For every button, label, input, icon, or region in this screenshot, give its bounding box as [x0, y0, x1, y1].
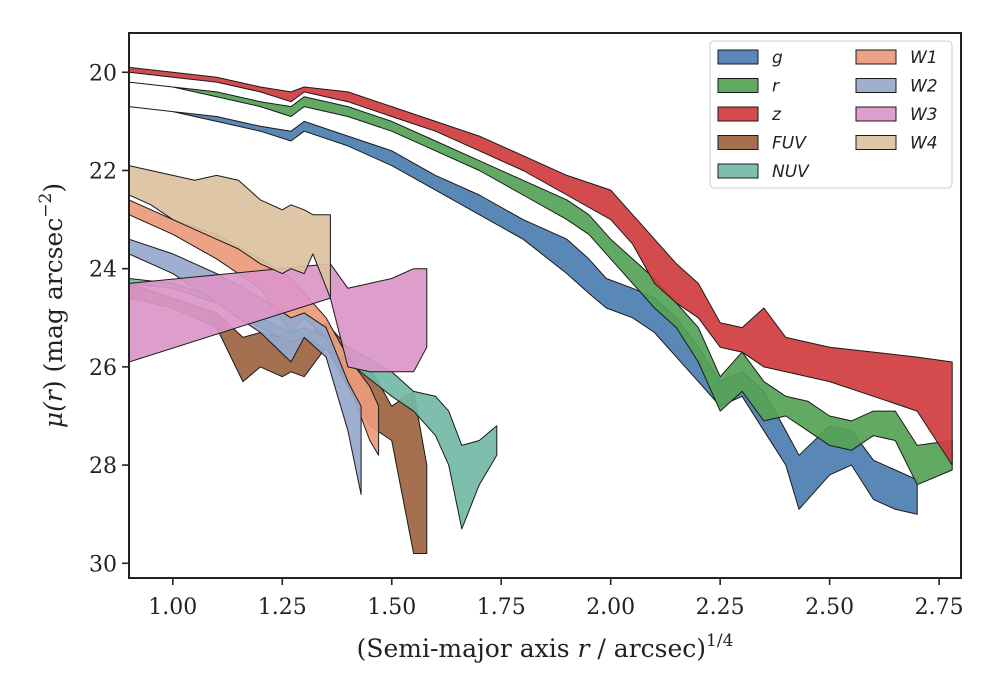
y-tick-label: 28 — [89, 454, 117, 479]
legend-swatch-w1 — [855, 49, 897, 65]
y-tick-label: 26 — [89, 356, 117, 381]
x-tick-label: 2.75 — [915, 595, 964, 620]
legend-swatch-nuv — [717, 163, 759, 179]
band-z — [129, 66, 953, 466]
legend: grz FUV NUV W1 W2 W3 W4 — [709, 40, 953, 189]
x-tick-label: 2.00 — [586, 595, 635, 620]
legend-swatch-fuv — [717, 135, 759, 150]
legend-label-z: z — [771, 105, 782, 125]
x-tick-label: 1.25 — [258, 595, 307, 620]
y-tick-label: 20 — [89, 61, 117, 86]
legend-label-r: r — [772, 77, 780, 97]
legend-label-w4: W4 — [910, 134, 938, 154]
x-tick-label: 1.00 — [148, 595, 197, 620]
axes-frame — [128, 32, 962, 579]
x-tick-label: 2.50 — [805, 595, 854, 620]
legend-label-nuv: NUV — [772, 162, 810, 182]
legend-label-w3: W3 — [910, 105, 938, 125]
x-tick-label: 1.75 — [477, 595, 526, 620]
legend-label-fuv: FUV — [772, 134, 807, 154]
y-axis-label: μ(r) (mag arcsec−2) — [36, 183, 68, 428]
x-axis-label: (Semi-major axis r / arcsec)1/4 — [357, 631, 734, 663]
y-tick-label: 30 — [89, 552, 117, 577]
legend-swatch-w3 — [855, 106, 897, 122]
x-tick-label: 2.25 — [696, 595, 745, 620]
x-tick-label: 1.50 — [367, 595, 416, 620]
legend-label-g: g — [772, 48, 783, 68]
y-ticks: 20 22 24 26 28 30 — [89, 61, 129, 577]
legend-label-w1: W1 — [910, 48, 938, 68]
x-ticks: 1.00 1.25 1.50 1.75 2.00 2.25 2.50 2.75 — [148, 578, 964, 620]
legend-swatch-w2 — [855, 78, 897, 93]
legend-swatch-r — [717, 78, 759, 93]
y-tick-label: 22 — [89, 159, 117, 184]
legend-swatch-g — [717, 49, 759, 65]
legend-swatch-w4 — [855, 135, 897, 150]
legend-box — [709, 40, 953, 189]
y-tick-label: 24 — [89, 258, 117, 283]
band-w4 — [129, 165, 331, 299]
legend-swatch-z — [717, 106, 759, 122]
band-w3 — [129, 263, 428, 373]
legend-label-w2: W2 — [910, 77, 938, 97]
band-g — [129, 106, 918, 515]
plot-area — [129, 66, 953, 554]
